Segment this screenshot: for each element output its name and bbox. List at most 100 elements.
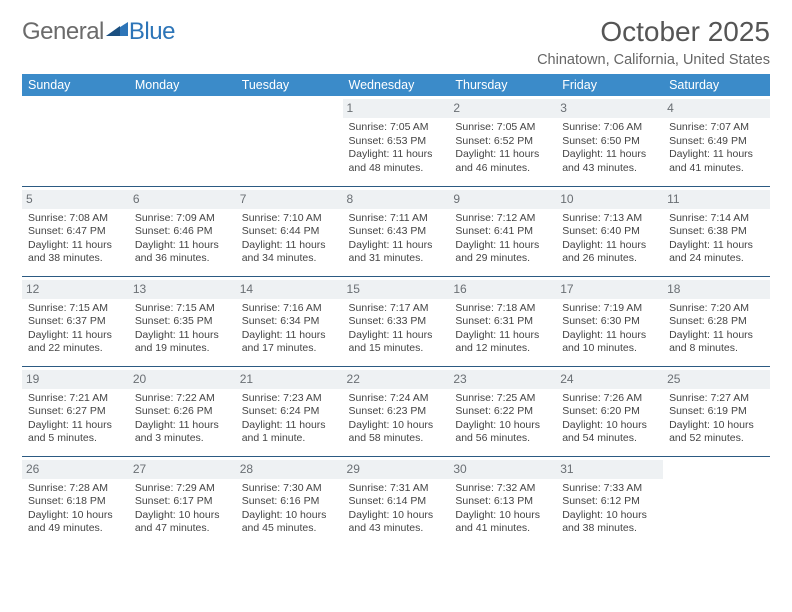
calendar-week-row: 26Sunrise: 7:28 AMSunset: 6:18 PMDayligh… [22, 456, 770, 546]
day-info-line: and 46 minutes. [455, 162, 550, 175]
day-header: Sunday [22, 74, 129, 96]
calendar-day-cell: 18Sunrise: 7:20 AMSunset: 6:28 PMDayligh… [663, 276, 770, 366]
day-info-line: and 47 minutes. [135, 522, 230, 535]
day-info-line: Sunrise: 7:09 AM [135, 212, 230, 225]
day-info-line: Sunset: 6:38 PM [669, 225, 764, 238]
day-info-line: Sunrise: 7:20 AM [669, 302, 764, 315]
title-block: October 2025 Chinatown, California, Unit… [537, 18, 770, 68]
day-info-line: and 1 minute. [242, 432, 337, 445]
day-number: 24 [556, 370, 663, 389]
day-number: 14 [236, 280, 343, 299]
day-info-line: Sunrise: 7:08 AM [28, 212, 123, 225]
day-info-line: Sunrise: 7:28 AM [28, 482, 123, 495]
calendar-day-cell: 20Sunrise: 7:22 AMSunset: 6:26 PMDayligh… [129, 366, 236, 456]
day-info-line: Sunrise: 7:27 AM [669, 392, 764, 405]
day-info-line: Sunset: 6:46 PM [135, 225, 230, 238]
day-info-line: Sunrise: 7:11 AM [349, 212, 444, 225]
calendar-day-cell: 23Sunrise: 7:25 AMSunset: 6:22 PMDayligh… [449, 366, 556, 456]
day-info-line: Daylight: 11 hours [28, 329, 123, 342]
day-info-line: Daylight: 11 hours [455, 329, 550, 342]
day-info-line: Daylight: 10 hours [242, 509, 337, 522]
day-info-line: Sunset: 6:19 PM [669, 405, 764, 418]
calendar-day-cell: 5Sunrise: 7:08 AMSunset: 6:47 PMDaylight… [22, 186, 129, 276]
logo-triangle-icon [106, 15, 128, 43]
day-info-line: and 15 minutes. [349, 342, 444, 355]
day-info-line: Daylight: 11 hours [562, 239, 657, 252]
calendar-day-cell: 30Sunrise: 7:32 AMSunset: 6:13 PMDayligh… [449, 456, 556, 546]
day-info-line: and 56 minutes. [455, 432, 550, 445]
day-info-line: Daylight: 11 hours [242, 329, 337, 342]
day-number: 7 [236, 190, 343, 209]
day-info-line: Sunset: 6:33 PM [349, 315, 444, 328]
calendar-day-cell [236, 96, 343, 186]
day-info-line: Sunrise: 7:21 AM [28, 392, 123, 405]
day-info-line: Sunrise: 7:26 AM [562, 392, 657, 405]
calendar-day-cell: 24 Sunrise: 7:26 AMSunset: 6:20 PMDayligh… [556, 366, 663, 456]
day-info-line: and 31 minutes. [349, 252, 444, 265]
calendar-day-cell: 17Sunrise: 7:19 AMSunset: 6:30 PMDayligh… [556, 276, 663, 366]
day-info-line: and 17 minutes. [242, 342, 337, 355]
day-info-line: Daylight: 10 hours [135, 509, 230, 522]
day-info-line: Sunset: 6:47 PM [28, 225, 123, 238]
header: General Blue October 2025 Chinatown, Cal… [22, 18, 770, 68]
calendar-day-cell: 6Sunrise: 7:09 AMSunset: 6:46 PMDaylight… [129, 186, 236, 276]
day-info-line: Daylight: 11 hours [669, 329, 764, 342]
day-number: 5 [22, 190, 129, 209]
day-info-line: and 10 minutes. [562, 342, 657, 355]
day-info-line: Sunrise: 7:24 AM [349, 392, 444, 405]
day-number: 21 [236, 370, 343, 389]
day-info-line: and 48 minutes. [349, 162, 444, 175]
day-info-line: and 36 minutes. [135, 252, 230, 265]
day-number: 8 [343, 190, 450, 209]
day-info-line: and 43 minutes. [562, 162, 657, 175]
calendar-day-cell: 27Sunrise: 7:29 AMSunset: 6:17 PMDayligh… [129, 456, 236, 546]
calendar-day-cell [663, 456, 770, 546]
day-info-line: and 8 minutes. [669, 342, 764, 355]
day-info-line: Sunrise: 7:33 AM [562, 482, 657, 495]
day-info-line: and 41 minutes. [455, 522, 550, 535]
day-number: 10 [556, 190, 663, 209]
day-info-line: Sunset: 6:26 PM [135, 405, 230, 418]
calendar-day-cell: 22Sunrise: 7:24 AMSunset: 6:23 PMDayligh… [343, 366, 450, 456]
day-number: 4 [663, 99, 770, 118]
day-info-line: Daylight: 11 hours [135, 329, 230, 342]
day-header: Wednesday [343, 74, 450, 96]
day-header: Monday [129, 74, 236, 96]
day-info-line: Daylight: 10 hours [562, 419, 657, 432]
day-info-line: Sunset: 6:35 PM [135, 315, 230, 328]
day-info-line: Daylight: 10 hours [562, 509, 657, 522]
day-number: 29 [343, 460, 450, 479]
calendar-header-row: SundayMondayTuesdayWednesdayThursdayFrid… [22, 74, 770, 96]
day-info-line: Daylight: 11 hours [135, 239, 230, 252]
calendar-day-cell: 9Sunrise: 7:12 AMSunset: 6:41 PMDaylight… [449, 186, 556, 276]
day-number: 3 [556, 99, 663, 118]
day-info-line: and 43 minutes. [349, 522, 444, 535]
day-number: 22 [343, 370, 450, 389]
calendar-day-cell: 15Sunrise: 7:17 AMSunset: 6:33 PMDayligh… [343, 276, 450, 366]
day-info-line: and 5 minutes. [28, 432, 123, 445]
day-info-line: Sunrise: 7:19 AM [562, 302, 657, 315]
calendar-week-row: 12Sunrise: 7:15 AMSunset: 6:37 PMDayligh… [22, 276, 770, 366]
logo: General Blue [22, 18, 175, 46]
calendar-day-cell [22, 96, 129, 186]
day-info-line: Sunset: 6:20 PM [562, 405, 657, 418]
day-number: 25 [663, 370, 770, 389]
day-info-line: Daylight: 10 hours [349, 509, 444, 522]
day-info-line: Sunrise: 7:14 AM [669, 212, 764, 225]
calendar-day-cell: 12Sunrise: 7:15 AMSunset: 6:37 PMDayligh… [22, 276, 129, 366]
day-info-line: Daylight: 11 hours [349, 148, 444, 161]
day-info-line: Sunrise: 7:18 AM [455, 302, 550, 315]
day-info-line: Sunset: 6:16 PM [242, 495, 337, 508]
day-header: Thursday [449, 74, 556, 96]
day-number: 26 [22, 460, 129, 479]
day-info-line: and 54 minutes. [562, 432, 657, 445]
day-number: 12 [22, 280, 129, 299]
calendar-day-cell: 21Sunrise: 7:23 AMSunset: 6:24 PMDayligh… [236, 366, 343, 456]
day-info-line: Daylight: 10 hours [455, 419, 550, 432]
day-info-line: and 41 minutes. [669, 162, 764, 175]
day-info-line: Sunset: 6:12 PM [562, 495, 657, 508]
day-info-line: Sunset: 6:31 PM [455, 315, 550, 328]
day-info-line: Sunrise: 7:05 AM [349, 121, 444, 134]
day-info-line: Daylight: 10 hours [349, 419, 444, 432]
day-number: 9 [449, 190, 556, 209]
